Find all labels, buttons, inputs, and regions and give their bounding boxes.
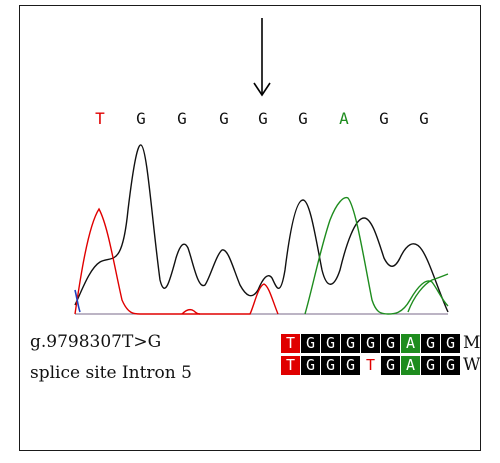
seq-1-base-5: T bbox=[361, 356, 380, 375]
seq-1-base-3: G bbox=[321, 356, 340, 375]
trace-c bbox=[74, 289, 81, 313]
mutation-arrow-icon bbox=[253, 18, 271, 97]
seq-0-base-2: G bbox=[301, 334, 320, 353]
figure-frame bbox=[19, 5, 481, 451]
seq-0-base-8: G bbox=[421, 334, 440, 353]
seq-1-base-2: G bbox=[301, 356, 320, 375]
variant-label: g.9798307T>G bbox=[30, 332, 162, 352]
seq-1-base-1: T bbox=[281, 356, 300, 375]
seq-1-base-6: G bbox=[381, 356, 400, 375]
trace-a bbox=[304, 196, 449, 315]
base-call-3: G bbox=[177, 109, 187, 128]
trace-t bbox=[74, 207, 279, 315]
seq-1-base-8: G bbox=[421, 356, 440, 375]
trace-a-tail bbox=[407, 273, 449, 313]
base-call-2: G bbox=[136, 109, 146, 128]
seq-0-base-5: G bbox=[361, 334, 380, 353]
base-call-9: G bbox=[419, 109, 429, 128]
seq-0-base-4: G bbox=[341, 334, 360, 353]
sequence-suffix: M bbox=[463, 333, 481, 353]
base-call-1: T bbox=[95, 109, 105, 128]
seq-1-base-9: G bbox=[441, 356, 460, 375]
base-call-4: G bbox=[219, 109, 229, 128]
base-call-5: G bbox=[258, 109, 268, 128]
base-call-7: A bbox=[339, 109, 349, 128]
seq-0-base-7: A bbox=[401, 334, 420, 353]
seq-1-base-4: G bbox=[341, 356, 360, 375]
base-call-6: G bbox=[298, 109, 308, 128]
base-call-8: G bbox=[379, 109, 389, 128]
trace-g bbox=[74, 144, 449, 313]
seq-0-base-6: G bbox=[381, 334, 400, 353]
seq-0-base-9: G bbox=[441, 334, 460, 353]
seq-0-base-3: G bbox=[321, 334, 340, 353]
sequence-suffix: W bbox=[463, 355, 481, 375]
seq-0-base-1: T bbox=[281, 334, 300, 353]
trace-t-small bbox=[181, 308, 201, 315]
seq-1-base-7: A bbox=[401, 356, 420, 375]
splice-site-label: splice site Intron 5 bbox=[30, 363, 192, 383]
